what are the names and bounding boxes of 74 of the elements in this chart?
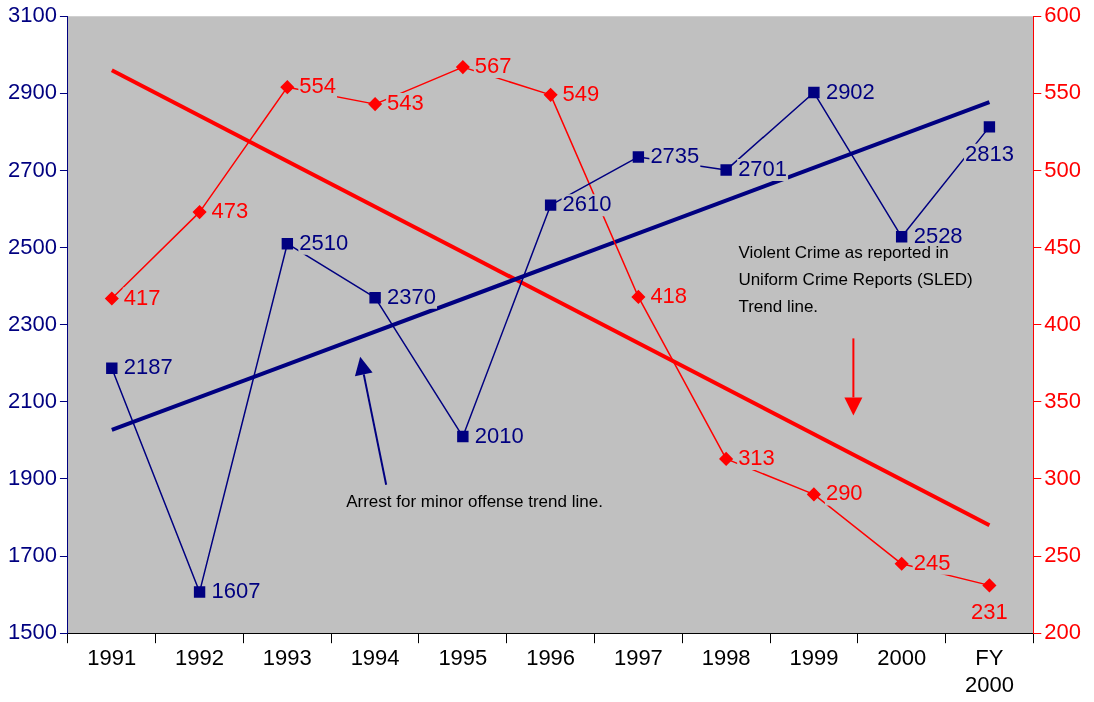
point [456, 60, 470, 74]
data-label: 2735 [650, 143, 700, 169]
point [280, 80, 295, 94]
data-label: 245 [913, 549, 951, 575]
y-tick-label: 1500 [7, 619, 57, 645]
point [368, 97, 382, 111]
data-label: 313 [738, 444, 775, 470]
data-label: 2701 [738, 156, 788, 182]
point [895, 231, 908, 243]
data-label: 2010 [474, 422, 524, 448]
point [106, 362, 118, 374]
point [719, 452, 733, 466]
x-tick-label: 1992 [175, 645, 225, 671]
data-label: 543 [387, 90, 424, 116]
point [982, 578, 997, 593]
point [192, 205, 207, 219]
data-label: 231 [971, 599, 1008, 625]
data-label: 473 [211, 198, 249, 224]
y-tick-label: 3100 [7, 2, 57, 28]
annotation: Arrest for minor offense trend line. [346, 492, 603, 512]
x-tick-label: 1998 [701, 645, 751, 671]
data-label: 554 [299, 73, 337, 99]
point [720, 164, 732, 176]
y-tick-label: 1700 [7, 542, 57, 568]
x-tick-label: 1996 [526, 645, 576, 671]
x-tick-label: 1991 [87, 645, 137, 671]
data-label: 567 [474, 53, 512, 79]
y2-tick-label: 200 [1044, 619, 1082, 645]
point [983, 121, 996, 133]
x-tick-label: 1997 [613, 645, 663, 671]
y-tick-label: 2100 [7, 387, 57, 413]
data-label: 417 [123, 284, 161, 310]
point [369, 292, 381, 304]
point [807, 487, 821, 502]
x-tick-label: 1993 [262, 645, 312, 671]
y2-tick-label: 350 [1044, 387, 1082, 413]
point [105, 291, 119, 306]
y2-tick-label: 500 [1044, 156, 1082, 182]
point [808, 86, 820, 99]
point [281, 238, 294, 250]
y-tick-label: 1900 [7, 465, 57, 491]
y2-tick-label: 450 [1044, 233, 1082, 259]
point [543, 88, 558, 102]
y-tick-label: 2300 [7, 310, 57, 336]
x-tick-label: 1994 [350, 645, 400, 671]
y-tick-label: 2500 [7, 233, 57, 259]
data-label: 549 [562, 80, 600, 106]
point [894, 557, 909, 571]
x-tick-label: 1995 [438, 645, 488, 671]
data-label: 2187 [123, 354, 173, 380]
y2-tick-label: 550 [1044, 79, 1082, 105]
data-label: 2813 [964, 140, 1014, 166]
y2-tick-label: 300 [1044, 465, 1082, 491]
data-label: 2610 [562, 191, 612, 217]
point [544, 199, 557, 211]
x-tick-label: 2000 [877, 645, 927, 671]
y2-tick-label: 250 [1044, 542, 1082, 568]
data-label: 1607 [211, 578, 261, 603]
y2-tick-label: 600 [1044, 2, 1082, 28]
data-label: 2370 [387, 283, 437, 309]
y-tick-label: 2700 [7, 156, 57, 182]
x-tick-label: FY 2000 [964, 645, 1014, 697]
data-label: 418 [650, 283, 688, 308]
annotation: Violent Crime as reported in Uniform Crime Reports (SLED) Trend line. [738, 243, 973, 317]
point [632, 151, 645, 163]
x-tick-label: 1999 [789, 645, 839, 671]
point [631, 290, 646, 304]
y2-tick-label: 400 [1044, 310, 1082, 336]
point [457, 430, 469, 443]
y-tick-label: 2900 [7, 79, 57, 105]
data-label: 290 [825, 480, 863, 506]
data-label: 2510 [299, 229, 349, 255]
data-label: 2902 [825, 78, 875, 104]
point [193, 586, 206, 598]
